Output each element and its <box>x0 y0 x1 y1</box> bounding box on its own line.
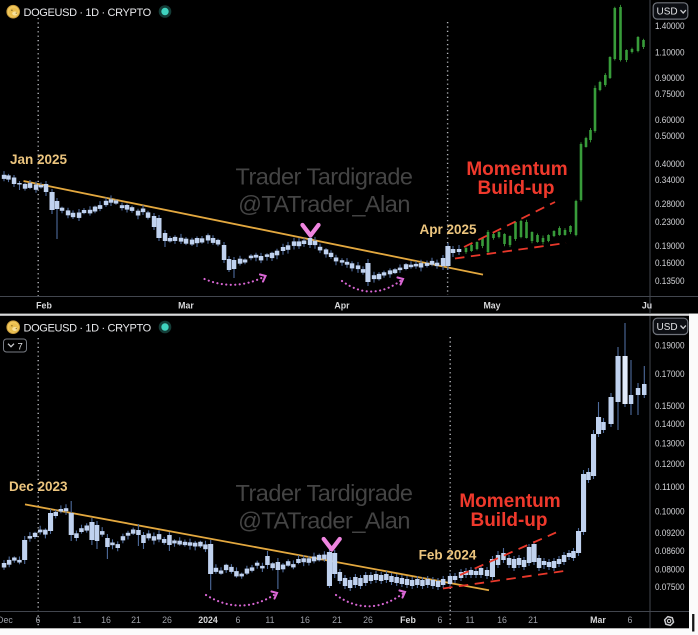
svg-text:6: 6 <box>236 615 241 625</box>
svg-text:26: 26 <box>363 615 373 625</box>
svg-text:0.13500: 0.13500 <box>655 276 685 286</box>
svg-text:0.34000: 0.34000 <box>655 175 685 185</box>
svg-text:Ju: Ju <box>642 300 652 310</box>
svg-text:0.07500: 0.07500 <box>655 582 685 592</box>
svg-text:@TATrader_Alan: @TATrader_Alan <box>238 508 410 534</box>
svg-text:USD: USD <box>657 322 678 333</box>
svg-text:6: 6 <box>438 615 443 625</box>
svg-text:0.60000: 0.60000 <box>655 115 685 125</box>
svg-text:6: 6 <box>628 615 633 625</box>
svg-text:Trader Tardigrade: Trader Tardigrade <box>236 480 413 506</box>
svg-text:1.40000: 1.40000 <box>655 21 685 31</box>
svg-text:Feb 2024: Feb 2024 <box>419 548 477 563</box>
svg-text:11: 11 <box>265 615 274 625</box>
svg-text:0.10000: 0.10000 <box>655 507 685 517</box>
svg-text:0.12000: 0.12000 <box>655 459 685 469</box>
svg-text:Jan 2025: Jan 2025 <box>10 152 68 167</box>
svg-text:21: 21 <box>332 615 342 625</box>
svg-text:USD: USD <box>657 7 678 18</box>
svg-text:0.09200: 0.09200 <box>655 528 685 538</box>
svg-text:0.08000: 0.08000 <box>655 565 685 575</box>
svg-text:DOGEUSD · 1D · CRYPTO: DOGEUSD · 1D · CRYPTO <box>24 7 152 19</box>
svg-text:Feb: Feb <box>36 300 52 310</box>
svg-text:0.13000: 0.13000 <box>655 439 685 449</box>
svg-text:7: 7 <box>18 341 23 352</box>
svg-text:Mar: Mar <box>590 615 606 625</box>
svg-text:21: 21 <box>528 615 538 625</box>
svg-text:0.75000: 0.75000 <box>655 89 685 99</box>
svg-text:Dec: Dec <box>0 615 13 625</box>
svg-text:0.11000: 0.11000 <box>655 482 685 492</box>
svg-text:Apr 2025: Apr 2025 <box>419 222 477 237</box>
svg-text:16: 16 <box>300 615 310 625</box>
svg-text:0.23000: 0.23000 <box>655 217 685 227</box>
svg-text:0.50000: 0.50000 <box>655 131 685 141</box>
svg-text:26: 26 <box>162 615 172 625</box>
svg-text:11: 11 <box>465 615 474 625</box>
svg-text:DOGEUSD · 1D · CRYPTO: DOGEUSD · 1D · CRYPTO <box>24 322 152 334</box>
svg-text:0.14000: 0.14000 <box>655 419 685 429</box>
svg-text:Build-up: Build-up <box>470 510 547 531</box>
svg-text:1.10000: 1.10000 <box>655 48 685 58</box>
svg-text:Apr: Apr <box>334 300 350 310</box>
svg-text:0.17000: 0.17000 <box>655 369 685 379</box>
svg-text:16: 16 <box>101 615 111 625</box>
svg-text:6: 6 <box>36 615 41 625</box>
svg-text:2024: 2024 <box>198 615 218 625</box>
svg-text:Momentum: Momentum <box>466 159 567 180</box>
svg-text:@TATrader_Alan: @TATrader_Alan <box>238 191 410 217</box>
svg-text:Momentum: Momentum <box>459 491 560 512</box>
svg-text:Build-up: Build-up <box>477 178 554 199</box>
svg-text:11: 11 <box>72 615 81 625</box>
svg-text:0.19000: 0.19000 <box>655 241 685 251</box>
svg-text:Trader Tardigrade: Trader Tardigrade <box>236 164 413 190</box>
svg-text:0.15000: 0.15000 <box>655 401 685 411</box>
svg-text:0.19000: 0.19000 <box>655 340 685 350</box>
svg-text:Feb: Feb <box>400 615 416 625</box>
svg-text:21: 21 <box>131 615 141 625</box>
svg-text:0.40000: 0.40000 <box>655 159 685 169</box>
svg-text:0.16000: 0.16000 <box>655 258 685 268</box>
svg-text:16: 16 <box>497 615 507 625</box>
svg-text:0.28000: 0.28000 <box>655 199 685 209</box>
svg-text:0.90000: 0.90000 <box>655 73 685 83</box>
svg-text:Mar: Mar <box>178 300 194 310</box>
svg-text:Dec 2023: Dec 2023 <box>9 479 68 494</box>
svg-text:May: May <box>483 300 500 310</box>
svg-text:0.08600: 0.08600 <box>655 546 685 556</box>
